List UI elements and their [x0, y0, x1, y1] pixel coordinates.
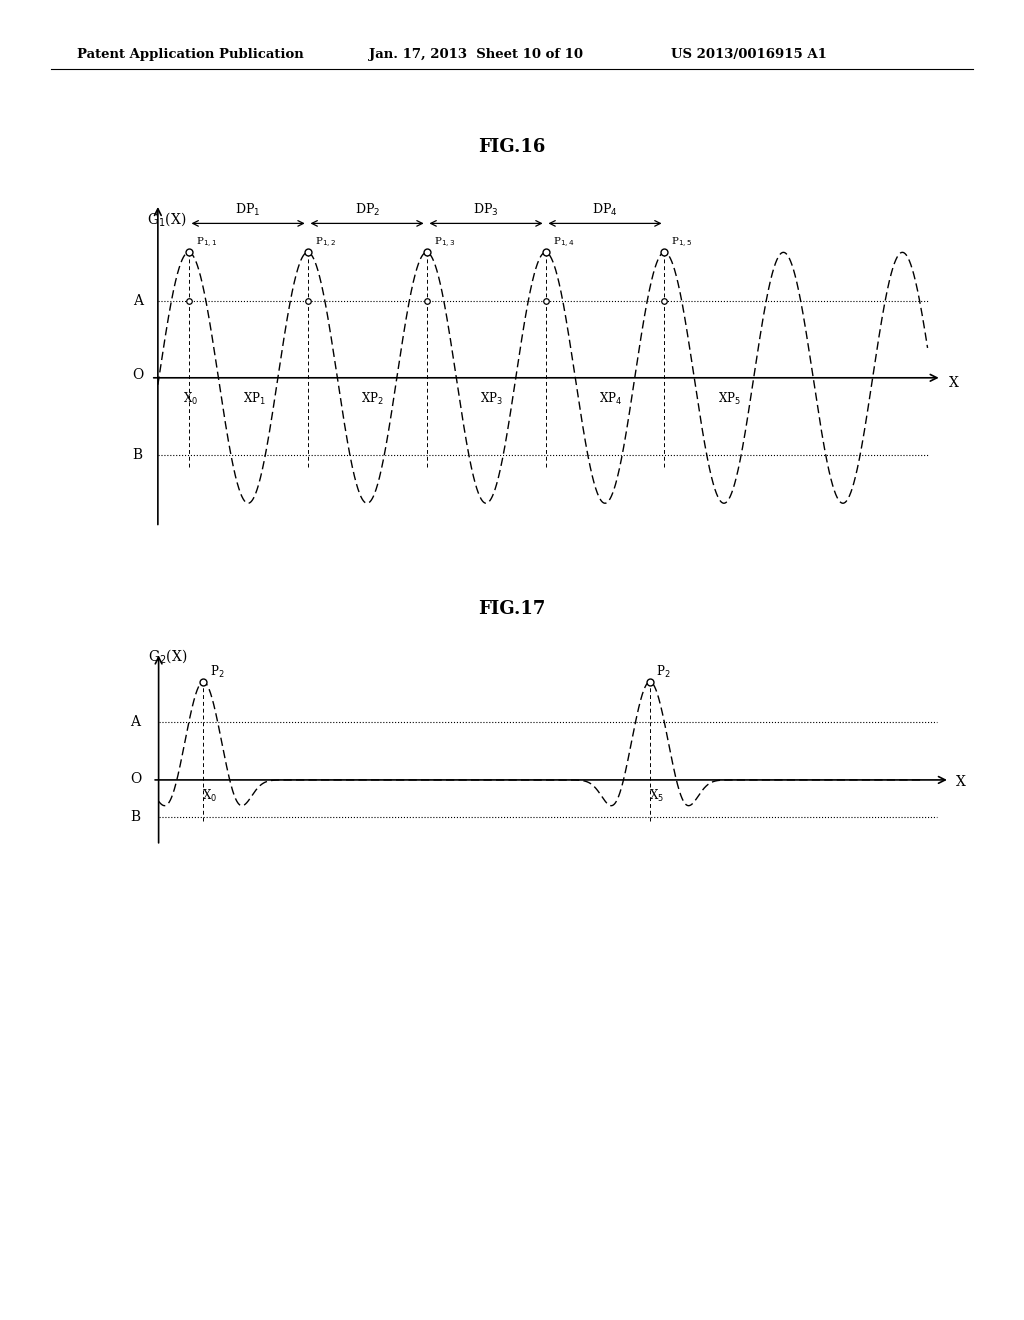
- Text: P$_{1, 4}$: P$_{1, 4}$: [553, 236, 574, 249]
- Text: A: A: [130, 715, 140, 730]
- Text: DP$_4$: DP$_4$: [592, 202, 617, 218]
- Text: P$_2$: P$_2$: [210, 664, 224, 680]
- Text: XP$_3$: XP$_3$: [480, 391, 504, 407]
- Text: X$_0$: X$_0$: [202, 788, 217, 804]
- Text: XP$_5$: XP$_5$: [719, 391, 741, 407]
- Text: FIG.16: FIG.16: [478, 137, 546, 156]
- Text: B: B: [133, 447, 142, 462]
- Text: P$_{1, 1}$: P$_{1, 1}$: [196, 236, 217, 249]
- Text: DP$_1$: DP$_1$: [236, 202, 261, 218]
- Text: G$_2$(X): G$_2$(X): [148, 647, 187, 665]
- Text: B: B: [130, 810, 140, 824]
- Text: X$_0$: X$_0$: [183, 391, 199, 407]
- Text: XP$_4$: XP$_4$: [599, 391, 623, 407]
- Text: A: A: [133, 293, 142, 308]
- Text: X: X: [956, 775, 966, 789]
- Text: P$_{1, 3}$: P$_{1, 3}$: [433, 236, 455, 249]
- Text: US 2013/0016915 A1: US 2013/0016915 A1: [671, 48, 826, 61]
- Text: X: X: [948, 376, 958, 389]
- Text: O: O: [133, 368, 144, 383]
- Text: Jan. 17, 2013  Sheet 10 of 10: Jan. 17, 2013 Sheet 10 of 10: [369, 48, 583, 61]
- Text: FIG.17: FIG.17: [478, 599, 546, 618]
- Text: XP$_2$: XP$_2$: [361, 391, 384, 407]
- Text: DP$_2$: DP$_2$: [354, 202, 380, 218]
- Text: G$_1$(X): G$_1$(X): [146, 210, 186, 228]
- Text: X$_5$: X$_5$: [648, 788, 664, 804]
- Text: O: O: [130, 772, 141, 785]
- Text: DP$_3$: DP$_3$: [473, 202, 499, 218]
- Text: P$_{1, 2}$: P$_{1, 2}$: [314, 236, 336, 249]
- Text: P$_2$: P$_2$: [656, 664, 671, 680]
- Text: Patent Application Publication: Patent Application Publication: [77, 48, 303, 61]
- Text: P$_{1, 5}$: P$_{1, 5}$: [672, 236, 693, 249]
- Text: XP$_1$: XP$_1$: [243, 391, 265, 407]
